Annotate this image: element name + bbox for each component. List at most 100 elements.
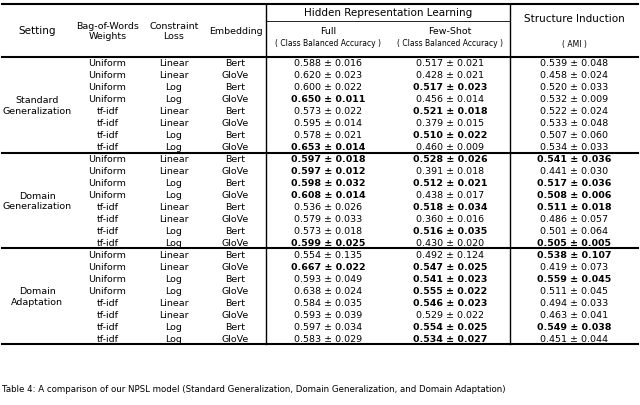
Text: Domain
Adaptation: Domain Adaptation [11,287,63,306]
Text: Log: Log [166,179,182,188]
Text: Linear: Linear [159,107,189,116]
Text: 0.573 ± 0.022: 0.573 ± 0.022 [294,107,362,116]
Text: 0.463 ± 0.041: 0.463 ± 0.041 [540,310,608,319]
Text: Few-Shot: Few-Shot [428,26,472,35]
Text: Linear: Linear [159,202,189,211]
Text: 0.430 ± 0.020: 0.430 ± 0.020 [416,238,484,247]
Text: ( AMI ): ( AMI ) [561,39,586,48]
Text: 0.360 ± 0.016: 0.360 ± 0.016 [416,214,484,224]
Text: 0.593 ± 0.049: 0.593 ± 0.049 [294,274,362,283]
Text: Linear: Linear [159,155,189,164]
Text: 0.599 ± 0.025: 0.599 ± 0.025 [291,238,365,247]
Text: 0.507 ± 0.060: 0.507 ± 0.060 [540,131,608,140]
Text: Full: Full [320,26,336,35]
Text: Log: Log [166,83,182,92]
Text: Linear: Linear [159,298,189,307]
Text: Standard
Generalization: Standard Generalization [3,96,72,115]
Text: 0.522 ± 0.024: 0.522 ± 0.024 [540,107,608,116]
Text: Bag-of-Words
Weights: Bag-of-Words Weights [76,22,139,41]
Text: GloVe: GloVe [222,310,249,319]
Text: Log: Log [166,190,182,200]
Text: 0.505 ± 0.005: 0.505 ± 0.005 [537,238,611,247]
Text: 0.597 ± 0.034: 0.597 ± 0.034 [294,322,362,331]
Text: Uniform: Uniform [88,262,127,271]
Text: 0.501 ± 0.064: 0.501 ± 0.064 [540,226,608,235]
Text: 0.460 ± 0.009: 0.460 ± 0.009 [416,143,484,152]
Text: 0.529 ± 0.022: 0.529 ± 0.022 [416,310,484,319]
Text: tf-idf: tf-idf [97,310,118,319]
Text: Uniform: Uniform [88,95,127,104]
Text: Linear: Linear [159,250,189,259]
Text: 0.391 ± 0.018: 0.391 ± 0.018 [416,167,484,176]
Text: Uniform: Uniform [88,167,127,176]
Text: 0.546 ± 0.023: 0.546 ± 0.023 [413,298,487,307]
Text: 0.536 ± 0.026: 0.536 ± 0.026 [294,202,362,211]
Text: Bert: Bert [225,298,246,307]
Text: 0.494 ± 0.033: 0.494 ± 0.033 [540,298,608,307]
Text: 0.516 ± 0.035: 0.516 ± 0.035 [413,226,487,235]
Text: 0.541 ± 0.036: 0.541 ± 0.036 [537,155,611,164]
Text: Uniform: Uniform [88,83,127,92]
Text: Setting: Setting [19,26,56,36]
Text: Uniform: Uniform [88,155,127,164]
Text: 0.584 ± 0.035: 0.584 ± 0.035 [294,298,362,307]
Text: 0.554 ± 0.025: 0.554 ± 0.025 [413,322,487,331]
Text: Bert: Bert [225,60,246,68]
Text: Hidden Representation Learning: Hidden Representation Learning [304,8,472,18]
Text: Linear: Linear [159,214,189,224]
Text: Linear: Linear [159,119,189,128]
Text: 0.518 ± 0.034: 0.518 ± 0.034 [413,202,487,211]
Text: 0.579 ± 0.033: 0.579 ± 0.033 [294,214,362,224]
Text: 0.653 ± 0.014: 0.653 ± 0.014 [291,143,365,152]
Text: 0.419 ± 0.073: 0.419 ± 0.073 [540,262,608,271]
Text: Embedding: Embedding [209,27,262,36]
Text: 0.428 ± 0.021: 0.428 ± 0.021 [416,71,484,80]
Text: ( Class Balanced Accuracy ): ( Class Balanced Accuracy ) [397,39,503,48]
Text: 0.600 ± 0.022: 0.600 ± 0.022 [294,83,362,92]
Text: tf-idf: tf-idf [97,143,118,152]
Text: 0.508 ± 0.006: 0.508 ± 0.006 [537,190,611,200]
Text: 0.458 ± 0.024: 0.458 ± 0.024 [540,71,608,80]
Text: GloVe: GloVe [222,334,249,343]
Text: GloVe: GloVe [222,238,249,247]
Text: 0.638 ± 0.024: 0.638 ± 0.024 [294,286,362,295]
Text: 0.597 ± 0.018: 0.597 ± 0.018 [291,155,365,164]
Text: 0.456 ± 0.014: 0.456 ± 0.014 [416,95,484,104]
Text: 0.532 ± 0.009: 0.532 ± 0.009 [540,95,608,104]
Text: Log: Log [166,286,182,295]
Text: Domain
Generalization: Domain Generalization [3,191,72,211]
Text: GloVe: GloVe [222,286,249,295]
Text: 0.559 ± 0.045: 0.559 ± 0.045 [537,274,611,283]
Text: 0.492 ± 0.124: 0.492 ± 0.124 [416,250,484,259]
Text: 0.593 ± 0.039: 0.593 ± 0.039 [294,310,362,319]
Text: Uniform: Uniform [88,60,127,68]
Text: Bert: Bert [225,155,246,164]
Text: Constraint
Loss: Constraint Loss [149,22,198,41]
Text: Log: Log [166,95,182,104]
Text: 0.578 ± 0.021: 0.578 ± 0.021 [294,131,362,140]
Text: 0.486 ± 0.057: 0.486 ± 0.057 [540,214,608,224]
Text: 0.608 ± 0.014: 0.608 ± 0.014 [291,190,365,200]
Text: Bert: Bert [225,179,246,188]
Text: tf-idf: tf-idf [97,226,118,235]
Text: Uniform: Uniform [88,286,127,295]
Text: GloVe: GloVe [222,190,249,200]
Text: tf-idf: tf-idf [97,202,118,211]
Text: Log: Log [166,274,182,283]
Text: Linear: Linear [159,310,189,319]
Text: 0.438 ± 0.017: 0.438 ± 0.017 [416,190,484,200]
Text: GloVe: GloVe [222,262,249,271]
Text: 0.510 ± 0.022: 0.510 ± 0.022 [413,131,487,140]
Text: GloVe: GloVe [222,167,249,176]
Text: Linear: Linear [159,262,189,271]
Text: 0.517 ± 0.021: 0.517 ± 0.021 [416,60,484,68]
Text: Bert: Bert [225,226,246,235]
Text: Uniform: Uniform [88,190,127,200]
Text: tf-idf: tf-idf [97,107,118,116]
Text: 0.511 ± 0.045: 0.511 ± 0.045 [540,286,608,295]
Text: 0.538 ± 0.107: 0.538 ± 0.107 [537,250,611,259]
Text: 0.650 ± 0.011: 0.650 ± 0.011 [291,95,365,104]
Text: 0.441 ± 0.030: 0.441 ± 0.030 [540,167,608,176]
Text: GloVe: GloVe [222,214,249,224]
Text: Log: Log [166,226,182,235]
